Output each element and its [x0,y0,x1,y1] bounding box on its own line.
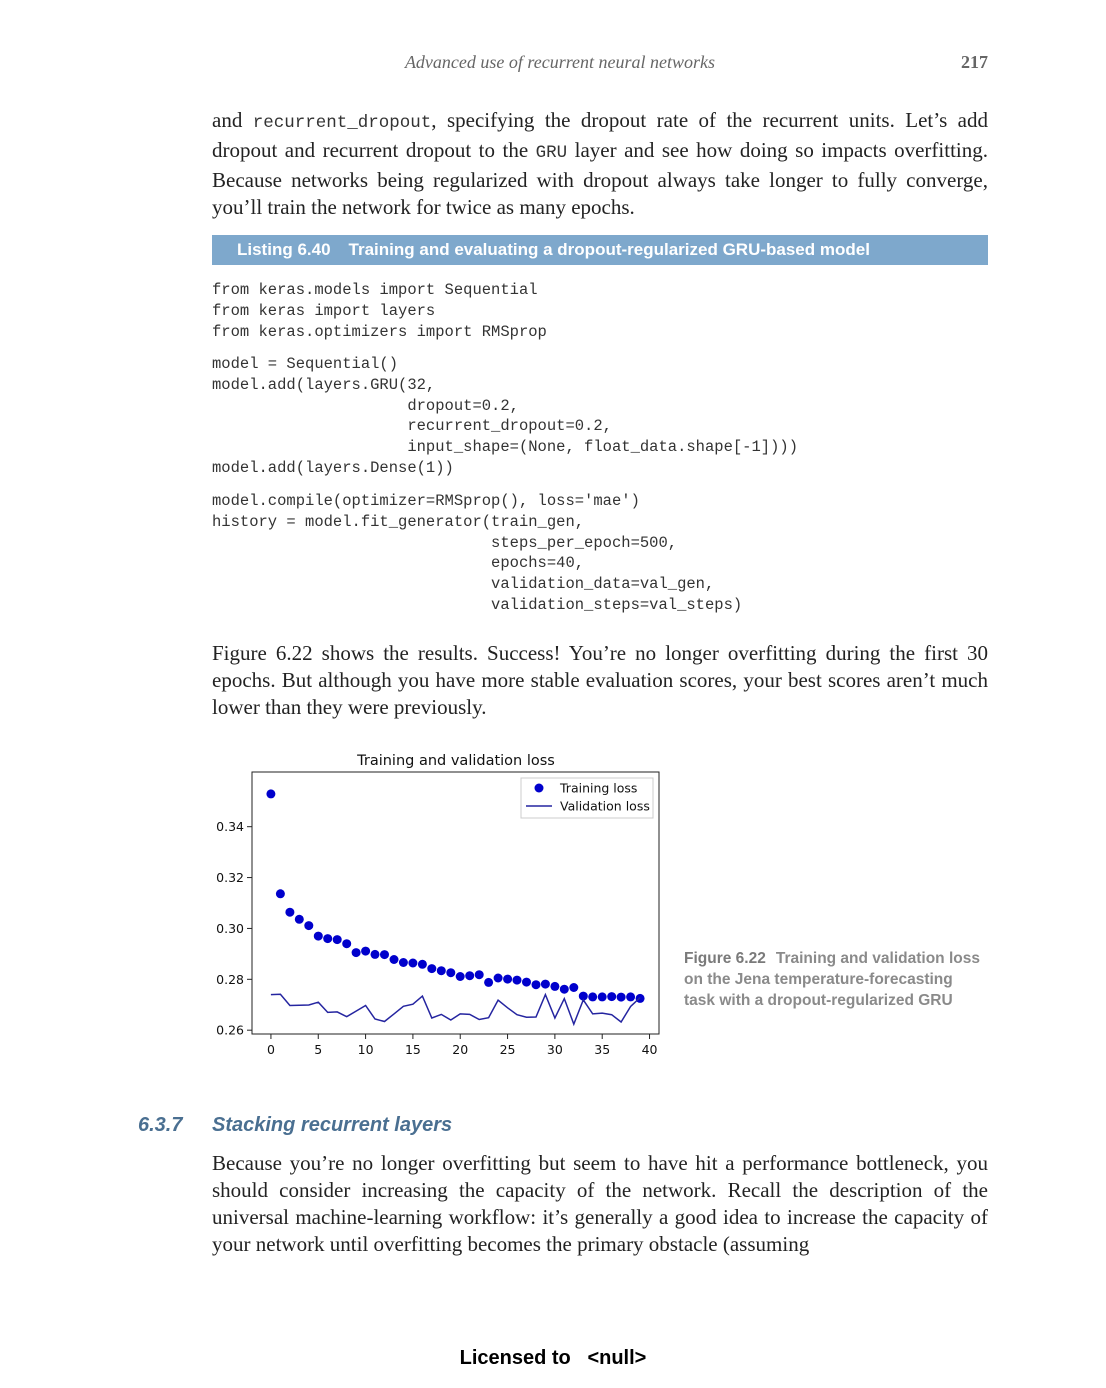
training-loss-point [522,977,531,987]
training-loss-point [512,975,522,985]
listing-number: Listing 6.40 [237,240,331,259]
intro-text-1: and [212,108,253,132]
x-tick-label: 25 [500,1042,516,1057]
license-footer: Licensed to <null> [459,1347,647,1369]
training-loss-point [285,907,295,917]
training-loss-point [569,983,579,992]
training-loss-point [484,977,494,987]
training-loss-point [313,931,323,941]
chart-legend: Training loss Validation loss [520,777,654,819]
legend-box [520,777,654,819]
y-tick-label: 0.28 [216,972,244,987]
training-loss-point [503,974,513,984]
y-tick-label: 0.30 [216,921,244,936]
validation-loss-line [270,992,641,1027]
training-loss-point [559,984,569,994]
training-loss-point [408,958,418,968]
y-tick-label: 0.32 [216,870,244,885]
section-number: 6.3.7 [138,1114,183,1136]
training-loss-point [398,958,408,967]
chart-title: Training and validation loss [356,753,555,769]
figure-caption-text: Training and validation loss on the Jena… [684,950,980,1009]
training-loss-point [275,889,285,899]
code-block-model: model = Sequential() model.add(layers.GR… [212,355,798,477]
code-block-compile: model.compile(optimizer=RMSprop(), loss=… [212,492,743,614]
training-loss-point [531,980,541,990]
training-loss-point [323,934,333,944]
training-loss-point [370,949,380,959]
intro-text-3: layer and see how doing so impacts overf… [212,138,988,219]
training-loss-point [550,981,560,991]
x-tick-label: 30 [547,1042,563,1057]
code-block-imports: from keras.models import Sequential from… [212,281,547,341]
training-loss-point [417,959,427,969]
training-loss-point [540,979,550,989]
training-loss-point [436,966,446,976]
y-tick-label: 0.34 [216,819,244,834]
training-loss-point [578,991,588,1001]
training-loss-point [474,970,484,980]
section-title: Stacking recurrent layers [212,1114,453,1136]
training-loss-point [332,935,342,945]
y-tick-label: 0.26 [216,1023,244,1038]
inline-code-gru: GRU [535,143,568,163]
training-loss-point [304,921,314,931]
inline-code-recurrent-dropout: recurrent_dropout [252,113,432,133]
running-header: Advanced use of recurrent neural network… [404,52,716,72]
legend-training-label: Training loss [559,781,637,796]
section-paragraph: Because you’re no longer overfitting but… [212,1151,988,1256]
chart-plot-frame [251,771,660,1035]
training-loss-point [446,968,456,978]
loss-chart: Training and validation loss 0 5 10 15 20 25 3… [204,744,674,1074]
x-tick-label: 20 [452,1042,468,1057]
x-tick-label: 5 [314,1042,322,1057]
listing-header: Listing 6.40 Training and evaluating a dr… [212,235,988,265]
training-loss-point [455,972,465,981]
training-loss-point [427,964,437,974]
x-tick-label: 35 [594,1042,610,1057]
x-tick-label: 0 [267,1042,275,1057]
training-loss-point [493,973,503,983]
training-loss-point [351,948,361,958]
figure-caption: Figure 6.22 Training and validation loss … [684,948,984,1011]
x-tick-label: 40 [642,1042,658,1057]
training-loss-point [266,789,276,799]
training-loss-point [626,992,636,1002]
training-loss-point [588,992,598,1002]
intro-text-2: , specifying the dropout rate of the rec… [212,108,988,162]
training-loss-point [342,939,352,949]
legend-validation-label: Validation loss [560,799,650,814]
training-loss-point [607,992,617,1002]
intro-paragraph: and recurrent_dropout, specifying the dr… [212,107,988,221]
training-loss-point [380,950,389,960]
training-loss-point [361,946,371,956]
legend-training-marker [534,783,544,793]
page-number: 217 [961,52,988,72]
listing-title: Training and evaluating a dropout-regula… [348,240,870,259]
training-loss-point [616,992,626,1002]
x-tick-label: 10 [358,1042,374,1057]
training-loss-point [597,992,607,1002]
training-loss-point [294,914,304,924]
figure-caption-number: Figure 6.22 [684,950,766,967]
training-loss-point [389,955,399,964]
results-paragraph: Figure 6.22 shows the results. Success! … [212,641,988,719]
training-loss-point [465,971,475,981]
x-tick-label: 15 [405,1042,421,1057]
loss-chart-svg: Training and validation loss 0 5 10 15 20 25 3… [216,753,660,1057]
